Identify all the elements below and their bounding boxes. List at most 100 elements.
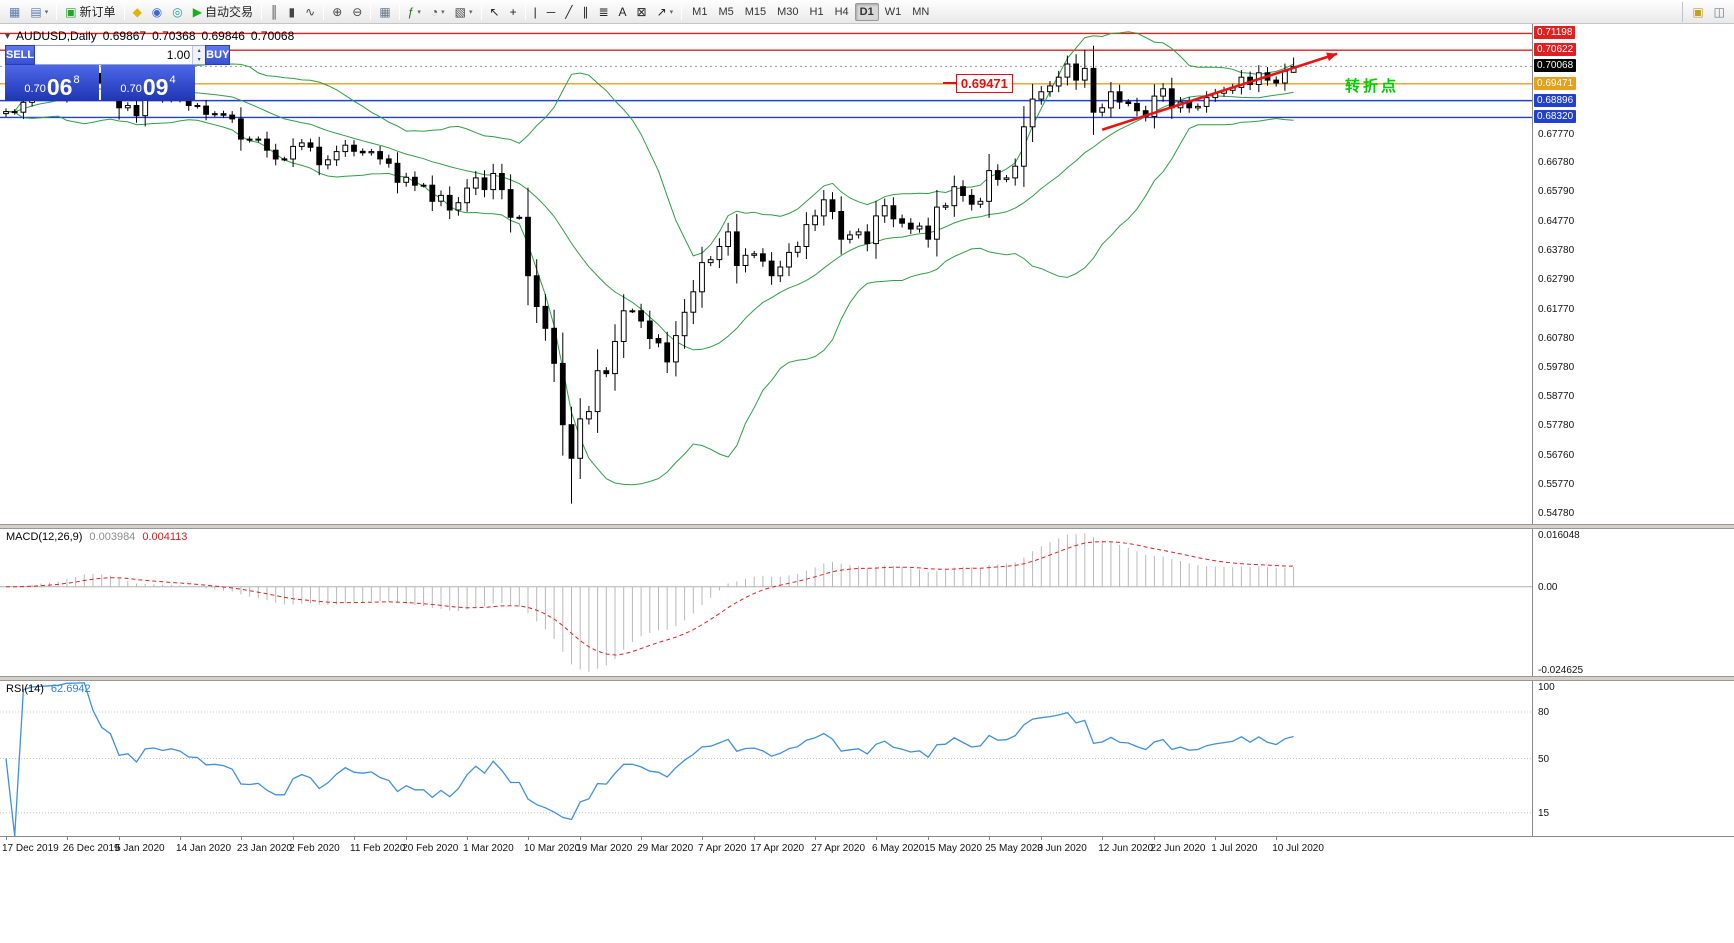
- zoom-out-icon[interactable]: ⊖: [347, 2, 367, 22]
- text-icon[interactable]: A: [614, 2, 632, 22]
- toolbar-help-icon[interactable]: ◫: [1709, 2, 1730, 22]
- zoom-in-icon[interactable]: ⊕: [327, 2, 347, 22]
- line-chart-icon[interactable]: ∿: [300, 2, 320, 22]
- price-axis-label: 0.55770: [1538, 478, 1575, 490]
- buy-button[interactable]: BUY: [205, 45, 231, 65]
- horizontal-line-objects: [0, 32, 1532, 119]
- new-order-button[interactable]: ▣ 新订单: [60, 2, 120, 22]
- rsi-levels: [0, 711, 1532, 814]
- tile-windows-icon-glyph: ▦: [379, 4, 391, 19]
- date-axis-tick: [1102, 837, 1104, 840]
- chart-high-value: 0.70368: [152, 29, 196, 43]
- timeframe-toolbar: M1 M5 M15 M30 H1 H4 D1 W1 MN: [687, 2, 934, 21]
- cursor-icon[interactable]: ↖: [485, 2, 505, 22]
- date-axis-label: 2 Feb 2020: [289, 843, 340, 854]
- timeframe-button-h1[interactable]: H1: [809, 5, 824, 18]
- spinner-up-icon[interactable]: ▴: [193, 46, 206, 55]
- new-order-icon: ▣: [65, 4, 77, 19]
- sell-price-button[interactable]: 0.70 06 8: [5, 65, 99, 101]
- autotrading-button[interactable]: ▶ 自动交易: [188, 2, 258, 22]
- templates-icon[interactable]: ▧ ▾: [450, 2, 478, 22]
- timeframe-button-mn[interactable]: MN: [912, 5, 930, 18]
- candlestick-chart-icon[interactable]: ▮: [284, 2, 301, 22]
- price-axis-label: 0.66780: [1538, 157, 1575, 169]
- price-axis-label: 0.54780: [1538, 507, 1575, 519]
- toolbar-help-icon-glyph: ◫: [1713, 4, 1725, 19]
- metaeditor-icon-glyph: ◆: [132, 4, 142, 19]
- volume-spinner[interactable]: ▴ ▾: [192, 46, 206, 64]
- toolbar-window-icon[interactable]: ▣: [1687, 2, 1708, 22]
- indicators-icon[interactable]: ƒ ▾: [403, 2, 426, 22]
- price-axis-label: 0.62790: [1538, 273, 1575, 285]
- vertical-line-icon-glyph: |: [533, 4, 537, 19]
- tile-windows-icon[interactable]: ▦: [374, 2, 395, 22]
- timeframe-button-h4[interactable]: H4: [834, 5, 849, 18]
- rsi-indicator-label: RSI(14) 62.6942: [6, 683, 91, 695]
- timeframe-button-m1[interactable]: M1: [692, 5, 708, 18]
- date-axis-tick: [528, 837, 529, 840]
- timeframe-button-m5[interactable]: M5: [718, 5, 734, 18]
- horizontal-line-icon[interactable]: ─: [542, 2, 561, 22]
- price-axis-label: 0.58770: [1538, 391, 1575, 403]
- buy-price-prefix: 0.70: [120, 83, 142, 95]
- date-axis-label: 11 Feb 2020: [350, 843, 406, 854]
- toolbar: ▦ ▤ ▾ ▣ 新订单 ◆ ◉ ◎ ▶ 自动交易 ║ ▮ ∿ ⊕ ⊖ ▦ ƒ ▾ ◔ ▾ ▧ ▾ ↖ + | ─ ╱ ∥ ≣ A ⊠ ↗ ▾ M1…: [0, 0, 1734, 24]
- macd-indicator-label: MACD(12,26,9) 0.003984 0.004113: [6, 531, 187, 543]
- price-axis[interactable]: 0.67770 0.66780 0.65790 0.64770 0.63780 0.627…: [1532, 24, 1734, 836]
- date-axis-tick: [66, 837, 68, 840]
- new-chart-icon[interactable]: ▦: [4, 2, 25, 22]
- dropdown-caret-icon: ▾: [417, 8, 421, 16]
- timeframe-button-m30[interactable]: M30: [777, 5, 799, 18]
- chart-canvas[interactable]: [0, 24, 1734, 943]
- date-axis-tick: [1154, 837, 1156, 840]
- chart-region: ▾ AUDUSD,Daily 0.69867 0.70368 0.69846 0…: [0, 24, 1734, 943]
- navigator-icon[interactable]: ◎: [167, 2, 187, 22]
- volume-input[interactable]: [35, 46, 193, 64]
- date-axis-label: 7 Apr 2020: [698, 843, 747, 854]
- date-axis-label: 14 Jan 2020: [176, 843, 232, 854]
- timeframe-button-d1[interactable]: D1: [854, 2, 879, 21]
- spinner-down-icon[interactable]: ▾: [193, 55, 206, 64]
- metaeditor-icon[interactable]: ◆: [128, 2, 147, 22]
- turning-point-label[interactable]: 转折点: [1345, 77, 1400, 95]
- vertical-line-icon[interactable]: |: [529, 2, 542, 22]
- one-click-trading-panel: SELL ▴ ▾ BUY 0.70 06 8 0.70: [5, 45, 231, 101]
- date-axis-tick: [1215, 837, 1217, 840]
- date-axis[interactable]: 17 Dec 2019 26 Dec 2019 5 Jan 2020 14 Jan 2…: [0, 836, 1734, 858]
- buy-price-button[interactable]: 0.70 09 4: [101, 65, 195, 101]
- date-axis-tick: [119, 837, 121, 840]
- price-axis-label: 0.57780: [1538, 420, 1575, 432]
- chart-title: ▾ AUDUSD,Daily 0.69867 0.70368 0.69846 0…: [5, 29, 294, 43]
- toolbar-separator: [398, 3, 400, 20]
- label-icon[interactable]: ⊠: [632, 2, 652, 22]
- sell-button[interactable]: SELL: [5, 45, 36, 65]
- market-watch-icon[interactable]: ◉: [147, 2, 167, 22]
- date-axis-label: 19 Mar 2020: [576, 843, 633, 854]
- date-axis-tick: [406, 837, 408, 840]
- chart-profiles-icon[interactable]: ▤ ▾: [25, 2, 53, 22]
- arrows-icon[interactable]: ↗ ▾: [652, 2, 679, 22]
- fibonacci-icon[interactable]: ≣: [593, 2, 613, 22]
- price-label-annotation[interactable]: 0.69471: [942, 73, 1013, 93]
- periods-icon[interactable]: ◔ ▾: [426, 2, 450, 22]
- date-axis-tick: [928, 837, 930, 840]
- macd-signal-line: [6, 541, 1294, 656]
- toolbar-window-icon-glyph: ▣: [1692, 4, 1704, 19]
- timeframe-button-w1[interactable]: W1: [884, 5, 902, 18]
- ohlc-bars-icon[interactable]: ║: [265, 2, 284, 22]
- date-axis-label: 23 Jan 2020: [236, 843, 292, 854]
- crosshair-icon[interactable]: +: [505, 2, 522, 22]
- trendline-icon[interactable]: ╱: [560, 2, 577, 22]
- panel-splitter-rsi[interactable]: [0, 676, 1734, 681]
- toolbar-right-group: ▣ ◫: [1682, 1, 1730, 22]
- timeframe-button-m15[interactable]: M15: [744, 5, 767, 18]
- dropdown-caret-icon: ▾: [669, 8, 674, 16]
- new-chart-icon-glyph: ▦: [9, 4, 21, 19]
- channel-icon[interactable]: ∥: [577, 2, 593, 22]
- arrows-icon-glyph: ↗: [656, 4, 667, 19]
- macd-axis-max: 0.016048: [1538, 530, 1580, 541]
- one-click-collapse-toggle[interactable]: ▾: [5, 30, 11, 42]
- panel-splitter-macd[interactable]: [0, 524, 1734, 529]
- date-axis-label: 26 Dec 2019: [62, 843, 120, 854]
